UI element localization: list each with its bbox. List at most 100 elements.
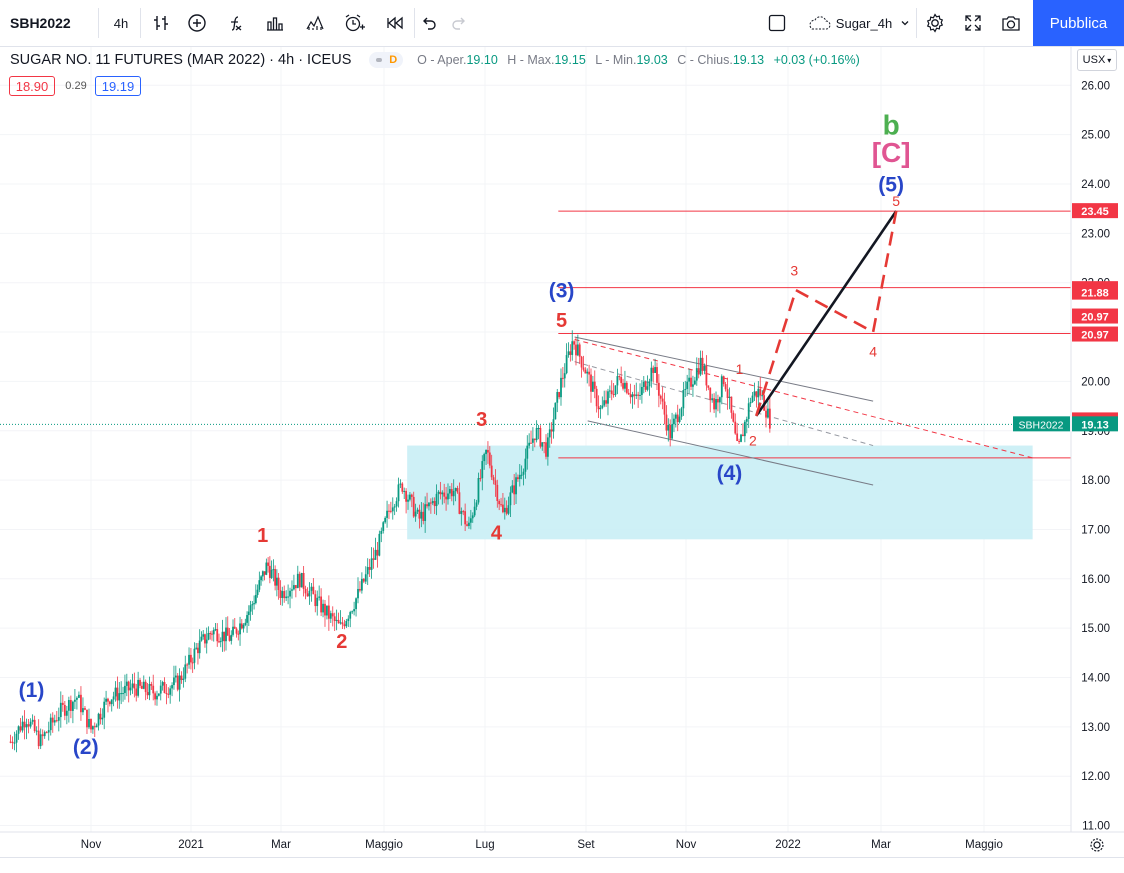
candle-body [720, 376, 723, 398]
instrument-title[interactable]: SUGAR NO. 11 FUTURES (MAR 2022) · 4h · I… [10, 52, 352, 68]
undo-icon[interactable] [414, 6, 444, 40]
candle-body [468, 522, 470, 526]
price-label-box [1072, 203, 1118, 219]
camera-icon[interactable] [994, 6, 1028, 40]
buy-price-button[interactable]: 19.19 [95, 76, 141, 96]
candle-body [699, 357, 702, 375]
chevron-down-icon: ▾ [1107, 55, 1112, 65]
candle-body [207, 633, 210, 640]
gear-icon[interactable] [918, 6, 952, 40]
candle-body [531, 438, 534, 443]
checkbox-icon[interactable] [762, 6, 792, 40]
price-label: 20.97 [1081, 312, 1109, 324]
candle-body [285, 596, 288, 599]
candle-body [156, 695, 158, 700]
candle-body [652, 367, 655, 373]
gear-icon [1093, 841, 1101, 849]
replay-icon[interactable] [378, 6, 412, 40]
candle-body [232, 626, 234, 635]
candle-body [221, 631, 224, 642]
price-tick-label: 20.00 [1081, 376, 1110, 388]
candle-body [308, 590, 311, 597]
candle-body [35, 730, 38, 732]
candle-body [429, 502, 432, 504]
wave-label: 3 [790, 262, 798, 278]
candle-body [380, 530, 383, 534]
price-tick-label: 23.00 [1081, 228, 1110, 240]
candle-body [139, 679, 141, 686]
candle-body [359, 588, 361, 591]
time-tick-label: 2022 [775, 839, 801, 851]
candle-body [447, 493, 449, 500]
candle-body [261, 571, 264, 577]
wave-label: 3 [476, 409, 487, 431]
bar-style-icon[interactable] [144, 6, 178, 40]
alert-icon[interactable] [336, 6, 372, 40]
add-compare-icon[interactable] [180, 6, 214, 40]
candle-body [403, 490, 406, 492]
currency-selector[interactable]: USX ▾ [1077, 49, 1117, 71]
wave-label: 5 [556, 310, 567, 332]
wave-label: (3) [549, 280, 575, 303]
candle-body [47, 730, 50, 733]
candle-body [618, 376, 621, 378]
candle-body [686, 381, 689, 389]
candle-body [473, 506, 476, 516]
candle-body [560, 377, 562, 398]
support-zone-rect [407, 445, 1033, 540]
candle-body [734, 421, 737, 434]
candle-body [372, 558, 375, 560]
candle-body [351, 611, 354, 613]
candle-body [418, 509, 421, 519]
candle-body [17, 726, 20, 734]
candle-body [713, 398, 715, 410]
chart-legend: SUGAR NO. 11 FUTURES (MAR 2022) · 4h · I… [10, 51, 866, 69]
fullscreen-icon[interactable] [956, 6, 990, 40]
candle-body [97, 713, 100, 726]
templates-icon[interactable] [258, 6, 292, 40]
candle-body [554, 402, 557, 420]
axis-settings-icon[interactable] [1090, 838, 1104, 852]
redo-icon[interactable] [444, 6, 474, 40]
candle-body [477, 478, 480, 503]
candle-body [740, 434, 742, 442]
wave-label: b [883, 110, 900, 141]
low-value: 19.03 [636, 53, 668, 67]
candle-body [219, 641, 222, 643]
candle-body [526, 445, 529, 459]
interval-button[interactable]: 4h [113, 15, 129, 31]
candle-body [414, 511, 417, 517]
candle-body [732, 412, 735, 422]
candle-body [541, 442, 544, 447]
layout-selector[interactable]: Sugar_4h [802, 6, 914, 40]
candle-body [82, 708, 84, 713]
candle-body [37, 730, 40, 747]
candle-body [129, 687, 132, 691]
candle-body [684, 388, 687, 390]
candle-body [678, 416, 681, 423]
candle-body [74, 699, 76, 702]
data-badge[interactable]: D [369, 52, 404, 69]
candle-body [142, 681, 145, 689]
candle-body [116, 687, 119, 701]
candle-body [274, 569, 277, 586]
candle-body [357, 588, 359, 599]
symbol-search-button[interactable]: SBH2022 [10, 15, 71, 31]
candle-body [422, 511, 425, 521]
indicators-icon[interactable] [218, 6, 252, 40]
chart-area[interactable]: (1) (2) 1 2 3 4 5 (3) (4) 1 2 3 4 5 (5) [C] b 26.00 25.00… [0, 47, 1124, 857]
candle-body [747, 403, 750, 419]
candle-body [125, 681, 128, 686]
chart-type-icon[interactable] [298, 6, 332, 40]
candle-body [460, 511, 463, 514]
candle-body [118, 693, 121, 701]
sell-price-button[interactable]: 18.90 [9, 76, 55, 96]
candle-body [318, 596, 321, 598]
candle-body [61, 702, 64, 705]
candle-body [584, 369, 587, 374]
candle-body [450, 489, 453, 497]
publish-button[interactable]: Pubblica [1033, 0, 1124, 46]
candle-body [230, 634, 233, 641]
candle-body [228, 635, 231, 641]
